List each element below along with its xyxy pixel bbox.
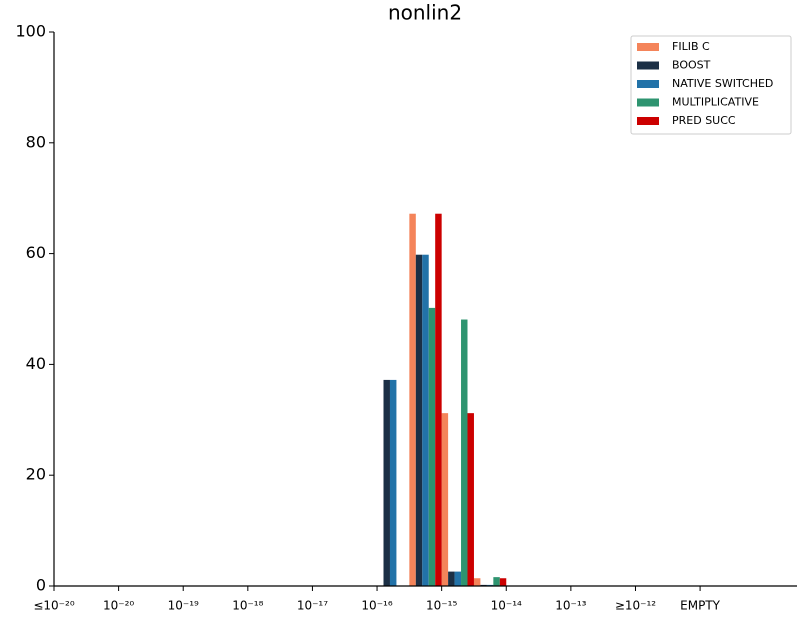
x-tick-label: 10⁻¹⁵ bbox=[426, 599, 457, 613]
legend-swatch bbox=[637, 98, 659, 107]
y-tick-label: 60 bbox=[26, 243, 46, 262]
bar bbox=[493, 577, 500, 586]
bar bbox=[454, 571, 462, 586]
bar bbox=[409, 213, 416, 586]
x-tick-label: 10⁻¹⁷ bbox=[297, 599, 328, 613]
bar bbox=[422, 254, 429, 586]
chart-title: nonlin2 bbox=[388, 1, 462, 25]
y-tick-label: 40 bbox=[26, 354, 46, 373]
y-tick-label: 100 bbox=[15, 22, 46, 41]
legend-frame bbox=[630, 35, 792, 135]
legend-label: NATIVE SWITCHED bbox=[672, 77, 773, 90]
legend-label: FILIB C bbox=[672, 40, 710, 53]
legend: FILIB C BOOST NATIVE SWITCHED MULTIPLICATIV… bbox=[630, 35, 792, 135]
bar bbox=[448, 571, 455, 586]
x-tick-label: 10⁻¹⁸ bbox=[232, 599, 263, 613]
bar bbox=[461, 319, 468, 586]
legend-swatch bbox=[637, 117, 659, 125]
legend-swatch bbox=[637, 80, 659, 88]
bar bbox=[389, 379, 397, 586]
x-tick-label: 10⁻¹⁹ bbox=[168, 599, 199, 613]
legend-swatch bbox=[637, 61, 659, 70]
x-tick-label: 10⁻¹³ bbox=[555, 599, 586, 613]
legend-label: MULTIPLICATIVE bbox=[672, 96, 759, 109]
bar bbox=[473, 578, 481, 586]
x-tick-label: 10⁻¹⁴ bbox=[491, 599, 522, 613]
bar bbox=[499, 578, 507, 586]
bar bbox=[428, 307, 436, 586]
legend-label: BOOST bbox=[672, 59, 711, 72]
legend-label: PRED SUCC bbox=[672, 114, 736, 127]
y-tick-label: 0 bbox=[36, 576, 46, 595]
x-tick-label: ≤10⁻²⁰ bbox=[33, 599, 74, 613]
y-tick-label: 80 bbox=[26, 132, 46, 151]
bar bbox=[467, 413, 474, 586]
y-tick-label: 20 bbox=[26, 465, 46, 484]
x-tick-label: EMPTY bbox=[680, 599, 721, 613]
x-tick-label: 10⁻¹⁶ bbox=[361, 599, 392, 613]
bar bbox=[441, 413, 449, 586]
legend-swatch bbox=[637, 43, 659, 51]
bar bbox=[435, 213, 442, 586]
x-tick-label: 10⁻²⁰ bbox=[103, 599, 134, 613]
bar bbox=[383, 379, 390, 586]
bar bbox=[415, 254, 423, 586]
x-tick-label: ≥10⁻¹² bbox=[615, 599, 656, 613]
